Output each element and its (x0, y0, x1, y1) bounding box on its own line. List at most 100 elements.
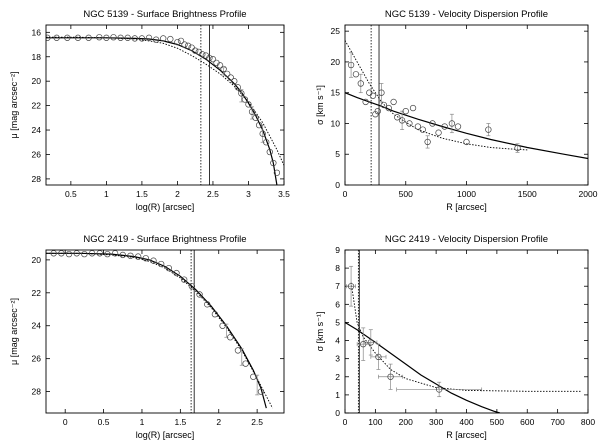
data-point (165, 264, 172, 272)
x-tick-label: 1 (104, 189, 109, 199)
x-tick-label: 500 (399, 189, 413, 199)
x-tick-label: 2.5 (207, 189, 219, 199)
x-axis-label: R [arcsec] (446, 202, 487, 212)
x-tick-label: 3 (246, 189, 251, 199)
data-point (152, 36, 160, 43)
data-point (409, 104, 417, 112)
x-tick-label: 1.5 (174, 417, 186, 427)
x-tick-label: 700 (551, 417, 565, 427)
data-point (347, 61, 355, 69)
data-point (211, 311, 219, 318)
data-point (485, 126, 492, 133)
data-point (374, 108, 381, 115)
data-point (270, 159, 277, 167)
x-axis-label: log(R) [arcsec] (136, 202, 195, 212)
data-point (234, 347, 242, 354)
data-point (398, 117, 406, 124)
data-point (174, 38, 181, 46)
data-point (224, 70, 231, 78)
data-point (64, 34, 71, 41)
data-point (131, 35, 138, 42)
plot-area (345, 25, 588, 185)
panel-p2: NGC 5139 - Velocity Dispersion Profile 0 5… (315, 9, 598, 212)
y-tick-label: 20 (331, 57, 341, 67)
plot-frame (45, 249, 285, 414)
y-tick-label: 0 (335, 180, 340, 190)
plot-frame (344, 249, 589, 414)
panel-p4: NGC 2419 - Velocity Dispersion Profile 0 1… (315, 234, 595, 440)
x-tick-label: 0.5 (98, 417, 110, 427)
y-tick-label: 5 (335, 317, 340, 327)
y-tick-label: 4 (335, 336, 340, 346)
data-point (73, 250, 80, 257)
data-point (375, 353, 382, 361)
data-point (385, 104, 392, 112)
data-point (124, 34, 131, 41)
data-point (199, 51, 206, 58)
model-solid-line (345, 321, 501, 413)
panel-p3: NGC 2419 - Surface Brightness Profile 0 0.… (9, 234, 285, 440)
data-point (402, 108, 409, 115)
y-tick-label: 3 (335, 354, 340, 364)
data-point (463, 138, 470, 146)
data-point (96, 34, 103, 41)
y-axis-label: μ [mag arcsec⁻²] (9, 72, 19, 139)
data-point (429, 120, 436, 127)
data-point (142, 255, 149, 262)
x-tick-label: 0 (63, 417, 68, 427)
data-point (263, 139, 270, 146)
x-tick-label: 0.5 (65, 189, 77, 199)
panel-title: NGC 2419 - Velocity Dispersion Profile (385, 234, 548, 245)
data-point (231, 78, 238, 85)
plot-frame (344, 24, 589, 186)
data-point (134, 253, 142, 260)
data-point (173, 269, 180, 277)
panel-title: NGC 2419 - Surface Brightness Profile (83, 234, 246, 245)
data-point (119, 251, 126, 259)
panel-title: NGC 5139 - Surface Brightness Profile (83, 9, 246, 20)
data-point (242, 360, 249, 367)
data-point (103, 34, 110, 41)
y-tick-label: 7 (335, 281, 340, 291)
y-tick-label: 1 (335, 390, 340, 400)
data-point (160, 35, 167, 42)
x-tick-label: 2000 (579, 189, 598, 199)
data-point (104, 250, 111, 258)
data-point (352, 71, 360, 78)
data-point (380, 101, 388, 109)
data-point (259, 130, 266, 137)
data-point (227, 74, 234, 81)
data-point (206, 54, 213, 62)
x-tick-label: 0 (343, 417, 348, 427)
data-point (273, 169, 281, 176)
x-tick-label: 400 (459, 417, 473, 427)
data-point (216, 62, 224, 69)
x-tick-label: 2 (216, 417, 221, 427)
data-point (81, 250, 88, 258)
data-point (366, 89, 373, 96)
y-tick-label: 10 (331, 118, 341, 128)
x-axis-label: R [arcsec] (446, 430, 487, 440)
x-axis-label: log(R) [arcsec] (136, 430, 195, 440)
y-tick-label: 2 (335, 372, 340, 382)
data-point (441, 123, 448, 130)
data-point (266, 148, 273, 156)
data-point (74, 34, 82, 41)
data-point (362, 98, 369, 106)
y-tick-label: 6 (335, 299, 340, 309)
data-point (219, 322, 226, 329)
y-tick-label: 8 (335, 263, 340, 273)
x-tick-label: 1000 (457, 189, 476, 199)
data-point (360, 341, 367, 348)
data-point (188, 44, 195, 51)
data-point (387, 373, 394, 380)
x-tick-label: 800 (581, 417, 595, 427)
x-tick-label: 1500 (518, 189, 537, 199)
data-point (238, 90, 245, 97)
data-point (96, 250, 103, 257)
data-point (184, 42, 192, 49)
data-point (414, 123, 422, 130)
data-point (220, 65, 227, 73)
model-dotted-line (46, 252, 273, 409)
